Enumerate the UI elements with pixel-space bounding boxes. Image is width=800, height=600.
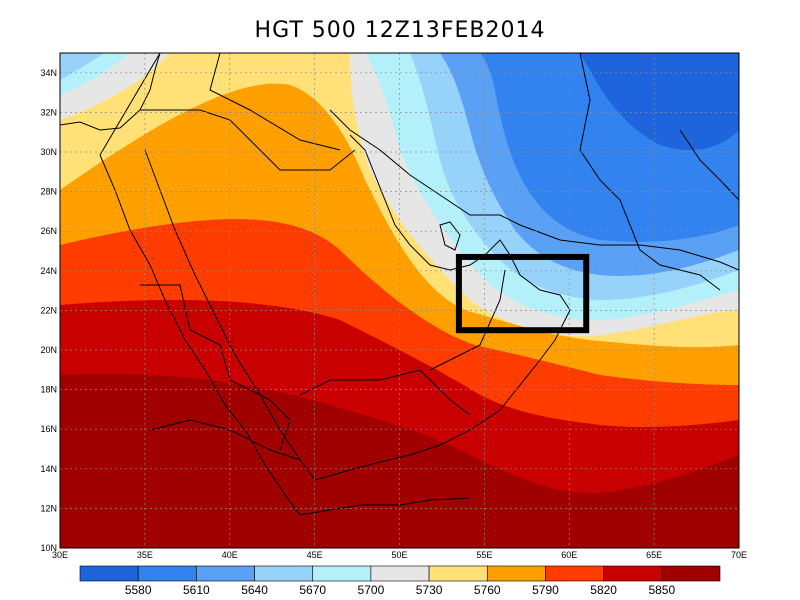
colorbar-swatch: [603, 565, 663, 582]
colorbar-label: 5670: [299, 583, 326, 597]
egypt-border: [99, 53, 161, 156]
latitude-tick-labels: 10N 12N 14N 16N 18N 20N 22N 24N 26N 28N 30N 32N 34N: [40, 68, 57, 553]
map-frame: [59, 52, 740, 549]
lon-tick-label: 50E: [391, 550, 407, 560]
colorbar-label: 5640: [241, 583, 268, 597]
lon-tick-label: 60E: [561, 550, 577, 560]
colorbar-swatch: [254, 565, 314, 582]
lat-lon-gridlines: [60, 53, 739, 548]
levant-coast: [60, 53, 161, 131]
persian-coast: [329, 109, 739, 271]
lat-tick-label: 26N: [40, 226, 57, 236]
red-sea-east-coast: [144, 149, 316, 481]
lat-tick-label: 10N: [40, 543, 57, 553]
band-below-5580: [580, 53, 739, 150]
colorbar-swatch: [545, 565, 604, 582]
lon-tick-label: 65E: [646, 550, 662, 560]
colorbar-swatch: [312, 565, 372, 582]
lat-tick-label: 20N: [40, 345, 57, 355]
colorbar-label: 5700: [358, 583, 385, 597]
lon-tick-label: 40E: [222, 550, 238, 560]
colorbar-swatch: [196, 565, 255, 582]
horn-of-africa-coast: [299, 497, 471, 516]
iraq-border: [209, 53, 341, 151]
red-sea-west-coast: [99, 154, 301, 516]
lat-tick-label: 30N: [40, 147, 57, 157]
lon-tick-label: 45E: [307, 550, 323, 560]
colorbar-swatch: [661, 565, 721, 582]
lat-tick-label: 18N: [40, 385, 57, 395]
qatar-peninsula: [439, 221, 461, 251]
colorbar-label: 5580: [125, 583, 152, 597]
colorbar-label: 5730: [416, 583, 443, 597]
colorbar-label: 5760: [474, 583, 501, 597]
lat-tick-label: 24N: [40, 266, 57, 276]
lat-tick-label: 32N: [40, 107, 57, 117]
lon-tick-label: 30E: [52, 550, 68, 560]
arabia-east-coast: [349, 134, 571, 361]
colorbar-swatch: [79, 565, 139, 582]
sudan-border: [140, 284, 291, 451]
yemen-border: [299, 369, 471, 416]
colorbar-label: 5610: [183, 583, 210, 597]
lat-tick-label: 28N: [40, 187, 57, 197]
colorbar-swatch: [486, 565, 546, 582]
colorbar-swatch: [428, 565, 488, 582]
lat-tick-label: 34N: [40, 68, 57, 78]
colorbar-label: 5790: [532, 583, 559, 597]
lat-tick-label: 22N: [40, 305, 57, 315]
colorbar: 5580 5610 5640 5670 5700 5730 5760 5790 5820 5850: [79, 565, 721, 597]
arabia-west-border: [140, 109, 356, 171]
colorbar-label: 5850: [648, 583, 675, 597]
lon-tick-label: 55E: [476, 550, 492, 560]
colorbar-label: 5820: [590, 583, 617, 597]
gulf-of-aden-coast: [314, 359, 541, 481]
lon-tick-label: 70E: [731, 550, 747, 560]
map-title: HGT 500 12Z13FEB2014: [254, 18, 546, 43]
oman-border: [429, 269, 506, 371]
focus-region-box: [455, 253, 590, 334]
lat-tick-label: 14N: [40, 464, 57, 474]
lat-tick-label: 12N: [40, 503, 57, 513]
colorbar-swatch: [370, 565, 430, 582]
lon-tick-label: 35E: [137, 550, 153, 560]
iran-border: [579, 53, 721, 291]
longitude-tick-labels: 30E 35E 40E 45E 50E 55E 60E 65E 70E: [52, 550, 747, 560]
colorbar-swatch: [137, 565, 197, 582]
pakistan-border: [679, 129, 739, 201]
lat-tick-label: 16N: [40, 424, 57, 434]
